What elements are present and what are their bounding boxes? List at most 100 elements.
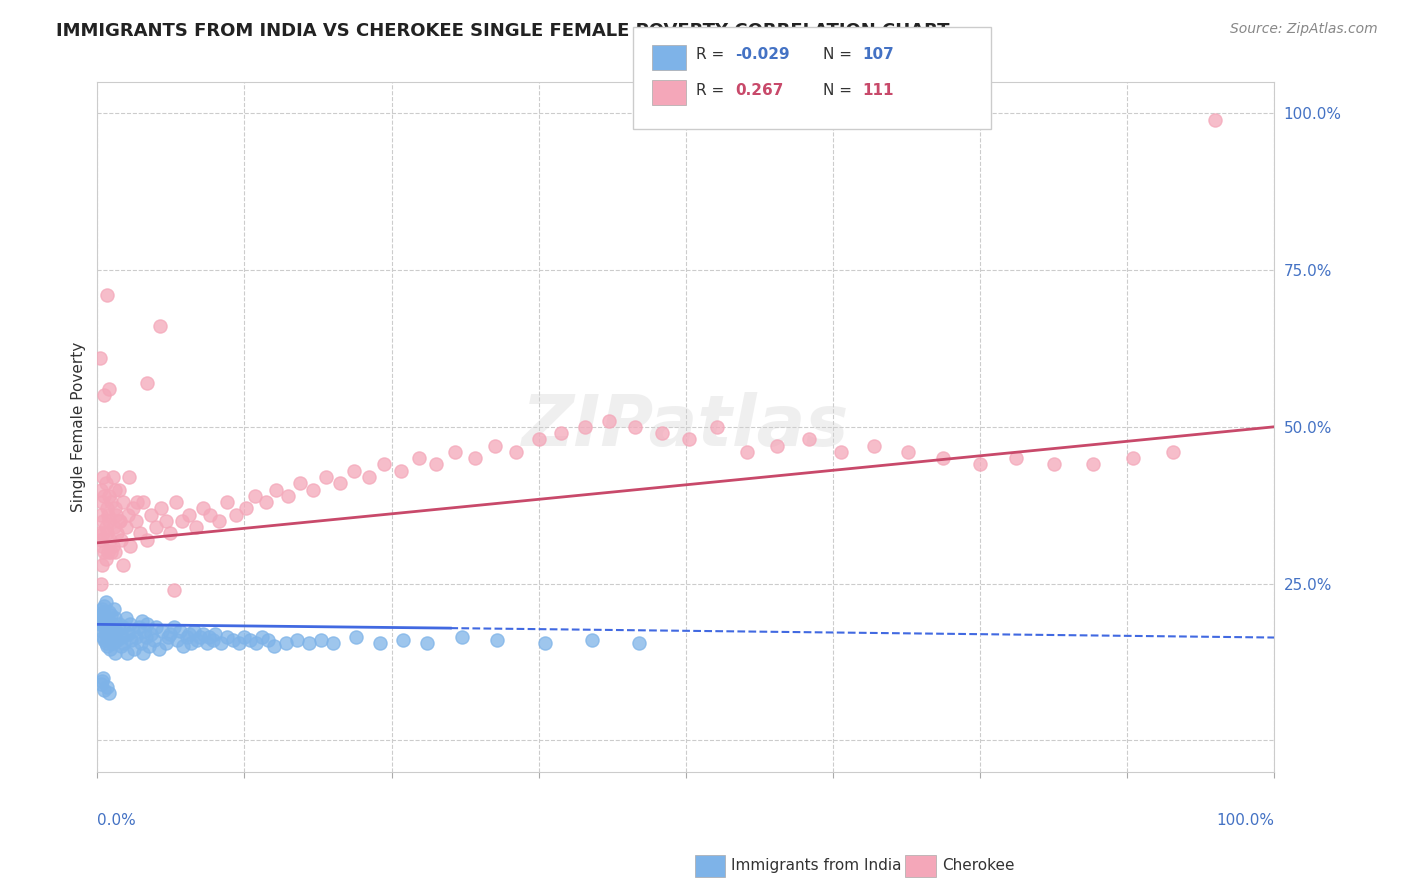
Text: Cherokee: Cherokee [942,858,1015,872]
Point [215,495,238,509]
Point [98,533,121,547]
Point [141,626,163,640]
Point [245,636,267,650]
Point [104,646,127,660]
Point [198,630,221,644]
Point [91,514,114,528]
Point [96,617,118,632]
Point [94,595,117,609]
Point [98,686,121,700]
Text: ZIPatlas: ZIPatlas [522,392,849,461]
Point [101,617,124,632]
Point [799,433,821,447]
Point [204,626,226,640]
Point [581,633,603,648]
Point [91,558,114,572]
Point [156,630,179,644]
Point [125,514,148,528]
Text: 107: 107 [862,47,894,62]
Point [98,382,121,396]
Point [250,630,273,644]
Point [93,489,115,503]
Point [98,633,121,648]
Point [90,607,112,622]
Point [735,445,758,459]
Point [101,636,124,650]
Text: 0.0%: 0.0% [97,814,136,828]
Point [274,636,297,650]
Point [315,470,337,484]
Text: -0.029: -0.029 [735,47,790,62]
Point [91,624,114,638]
Point [120,539,142,553]
Point [145,520,167,534]
Point [309,633,332,648]
Point [91,671,114,685]
Point [132,646,155,660]
Point [195,636,218,650]
Point [98,489,121,503]
Point [389,464,412,478]
Point [678,433,700,447]
Point [90,483,112,497]
Point [128,526,150,541]
Y-axis label: Single Female Poverty: Single Female Poverty [72,342,86,512]
Point [107,514,129,528]
Point [766,439,789,453]
Point [114,520,136,534]
Point [103,520,125,534]
Point [111,630,134,644]
Point [91,495,114,509]
Point [94,551,117,566]
Point [166,633,188,648]
Point [100,607,122,622]
Point [91,539,114,553]
Point [209,636,232,650]
Point [169,624,191,638]
Point [288,476,311,491]
Point [94,636,117,650]
Point [91,526,114,541]
Point [134,624,156,638]
Point [127,495,149,509]
Point [103,601,125,615]
Point [105,633,128,648]
Point [239,633,262,648]
Point [101,470,124,484]
Text: 100.0%: 100.0% [1216,814,1274,828]
Point [193,501,215,516]
Point [121,501,143,516]
Point [359,470,381,484]
Point [1005,451,1028,466]
Point [159,626,181,640]
Point [1122,451,1144,466]
Point [416,636,439,650]
Point [527,433,550,447]
Point [90,614,112,628]
Point [135,630,157,644]
Point [100,545,122,559]
Point [172,640,194,654]
Point [706,419,728,434]
Point [392,633,415,648]
Point [897,445,920,459]
Point [254,495,277,509]
Point [98,514,121,528]
Point [932,451,955,466]
Point [103,630,125,644]
Point [201,633,224,648]
Point [163,620,186,634]
Point [91,601,114,615]
Point [165,495,187,509]
Point [121,633,143,648]
Point [179,626,201,640]
Point [91,630,114,644]
Text: 0.267: 0.267 [735,83,783,97]
Point [574,419,596,434]
Point [117,508,139,522]
Point [91,673,114,688]
Text: N =: N = [823,47,856,62]
Point [117,626,139,640]
Point [263,640,285,654]
Point [97,624,120,638]
